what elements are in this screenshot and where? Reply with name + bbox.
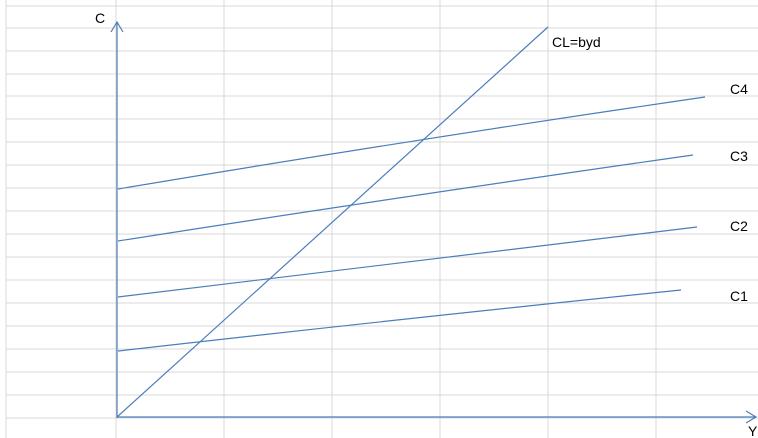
c3-curve-label: C3 <box>730 148 748 164</box>
c4-curve-label: C4 <box>730 81 748 97</box>
cl-line <box>116 26 549 418</box>
c3-curve <box>117 154 694 242</box>
x-axis-arrowhead <box>745 410 758 424</box>
axes <box>110 20 758 424</box>
y-axis-arrowhead <box>110 20 124 33</box>
c1-curve-label: C1 <box>730 288 748 304</box>
c1-curve <box>117 289 682 352</box>
grid <box>5 0 758 438</box>
c4-curve <box>117 96 706 190</box>
y-axis-label: C <box>95 10 105 26</box>
labels: C Y CL=byd C4 C3 C2 C1 <box>95 10 758 438</box>
cl-line-label: CL=byd <box>552 34 601 50</box>
c2-curve-label: C2 <box>730 218 748 234</box>
curves <box>116 26 706 418</box>
x-axis-label: Y <box>748 423 758 438</box>
c2-curve <box>117 226 698 298</box>
